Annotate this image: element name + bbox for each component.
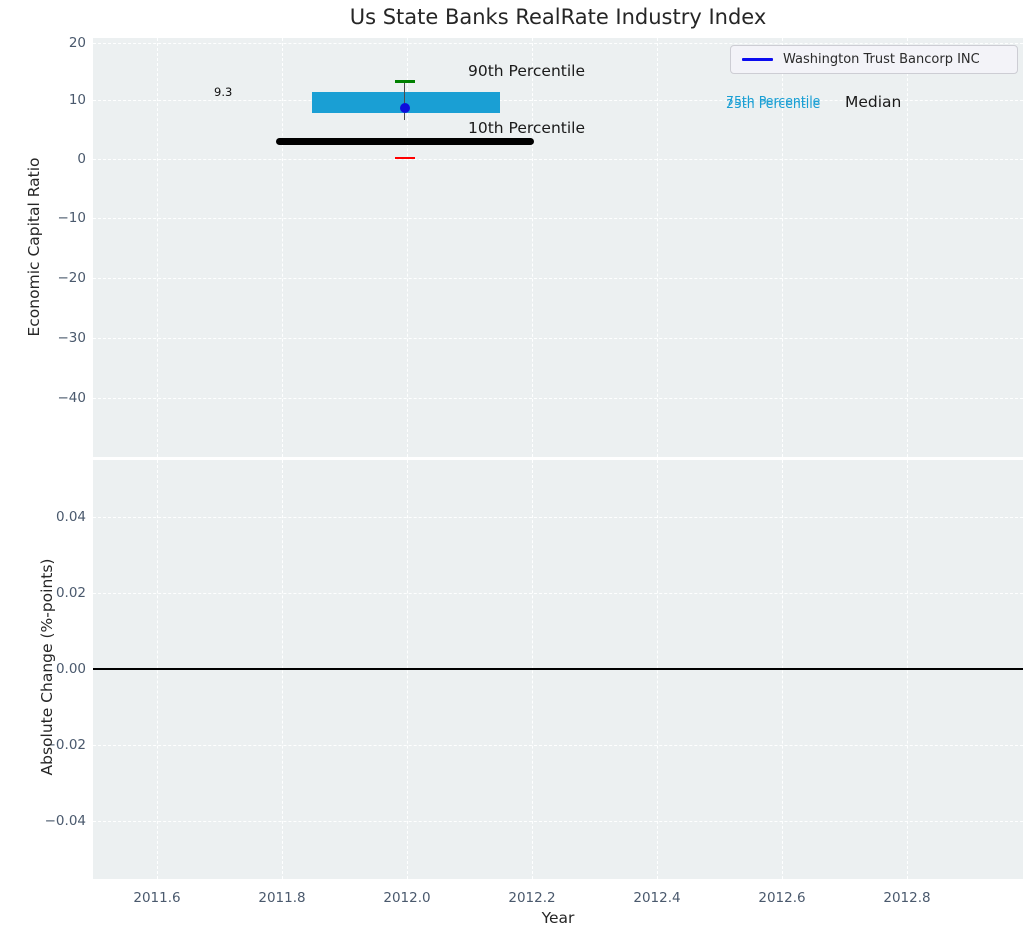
gridline (93, 100, 1023, 101)
x-tick: 2012.4 (633, 890, 681, 906)
gridline (93, 159, 1023, 160)
y-tick: 10 (68, 92, 86, 108)
y-tick: −20 (57, 270, 87, 286)
x-tick: 2012.8 (883, 890, 931, 906)
p90-cap (395, 80, 415, 83)
p10-label: 10th Percentile (468, 119, 586, 137)
gridline (93, 338, 1023, 339)
gridline (93, 593, 1023, 594)
y-tick: −10 (57, 210, 87, 226)
gridline (282, 38, 283, 457)
gridline (157, 38, 158, 457)
legend-series-label: Washington Trust Bancorp INC (783, 52, 980, 67)
median-value-label: 9.3 (214, 85, 233, 99)
company-point (400, 103, 410, 113)
gridline (657, 38, 658, 457)
p75-label: 75th Percentile (726, 93, 821, 108)
legend-line-icon (742, 58, 773, 61)
iqr-box (312, 92, 500, 113)
chart-title: Us State Banks RealRate Industry Index (349, 5, 767, 29)
whisker-line (404, 81, 406, 120)
p10-cap (395, 156, 415, 160)
zero-reference-line (93, 668, 1023, 670)
x-tick: 2012.6 (758, 890, 806, 906)
y-tick: 0.04 (55, 509, 86, 525)
gridline (93, 398, 1023, 399)
y-tick: 0.02 (55, 585, 86, 601)
y-tick: −0.04 (44, 813, 86, 829)
y-tick: −30 (57, 330, 87, 346)
y-tick: 0.00 (55, 661, 86, 677)
gridline (93, 43, 1023, 44)
median-line (276, 138, 534, 145)
bottom-axes (93, 460, 1023, 879)
x-tick: 2012.2 (508, 890, 556, 906)
x-axis-label: Year (541, 909, 575, 927)
median-label: Median (845, 93, 902, 111)
gridline (93, 278, 1023, 279)
gridline (907, 38, 908, 457)
y-tick: −40 (57, 390, 87, 406)
gridline (93, 218, 1023, 219)
gridline (93, 517, 1023, 518)
y-tick: 0 (77, 151, 86, 167)
gridline (407, 38, 408, 457)
gridline (93, 821, 1023, 822)
gridline (532, 38, 533, 457)
p90-label: 90th Percentile (468, 62, 586, 80)
gridline (93, 745, 1023, 746)
top-y-axis-label: Economic Capital Ratio (25, 157, 43, 337)
y-tick: −0.02 (44, 737, 86, 753)
gridline (782, 38, 783, 457)
y-tick: 20 (68, 35, 86, 51)
x-tick: 2011.6 (133, 890, 181, 906)
x-tick: 2012.0 (383, 890, 431, 906)
legend: Washington Trust Bancorp INC (730, 45, 1018, 74)
top-axes: 9.3 90th Percentile 10th Percentile 75th… (93, 38, 1023, 457)
x-tick: 2011.8 (258, 890, 306, 906)
bottom-y-axis-label: Absolute Change (%-points) (38, 558, 56, 776)
p25-label: 25th Percentile (726, 96, 821, 111)
